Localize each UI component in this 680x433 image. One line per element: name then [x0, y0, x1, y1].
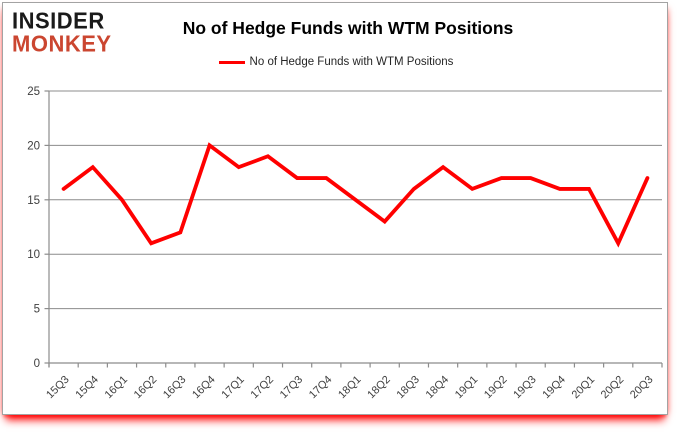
series-line-hedge-funds [61, 142, 650, 248]
insider-monkey-logo: INSIDER MONKEY [12, 7, 112, 57]
x-tick-label: 19Q1 [453, 374, 481, 402]
x-tick-label: 17Q4 [307, 374, 335, 402]
x-tick-label: 16Q2 [132, 374, 160, 402]
x-tick-label: 20Q2 [599, 374, 627, 402]
gridlines [49, 90, 662, 310]
x-tick-label: 18Q1 [336, 374, 364, 402]
y-tick-label: 25 [27, 86, 40, 98]
x-tick-label: 19Q2 [482, 374, 510, 402]
y-tick-label: 15 [27, 195, 40, 207]
x-tick-label: 18Q3 [394, 374, 422, 402]
x-axis-labels: 15Q3 15Q4 16Q1 16Q2 16Q3 16Q4 17Q1 17Q2 17Q3 17Q4… [44, 363, 663, 402]
y-tick-label: 5 [34, 304, 40, 316]
x-tick-label: 18Q4 [424, 374, 452, 402]
x-tick-label: 17Q3 [278, 374, 306, 402]
x-tick-label: 17Q1 [219, 374, 247, 402]
y-tick-label: 0 [34, 358, 40, 370]
chart-card: INSIDER MONKEY No of Hedge Funds with WT… [2, 2, 668, 415]
x-tick-label: 16Q4 [190, 374, 218, 402]
x-tick-label: 16Q3 [161, 374, 189, 402]
x-tick-label: 18Q2 [365, 374, 393, 402]
x-tick-label: 20Q1 [570, 374, 598, 402]
x-tick-label: 20Q3 [628, 374, 656, 402]
logo-text-monkey: MONKEY [12, 30, 112, 57]
legend-label: No of Hedge Funds with WTM Positions [249, 56, 454, 68]
legend-line-swatch [218, 60, 245, 64]
y-tick-label: 10 [27, 249, 40, 261]
x-tick-label: 17Q2 [249, 374, 277, 402]
logo-text-insider: INSIDER [12, 7, 105, 34]
y-axis-labels: 0 5 10 15 20 25 [27, 86, 49, 370]
chart-legend: No of Hedge Funds with WTM Positions [3, 56, 669, 68]
chart-title: No of Hedge Funds with WTM Positions [182, 18, 514, 38]
x-tick-label: 15Q4 [73, 374, 101, 402]
x-tick-label: 16Q1 [103, 374, 131, 402]
y-tick-label: 20 [27, 140, 40, 152]
axes [48, 91, 662, 368]
x-tick-label: 19Q3 [511, 374, 539, 402]
x-tick-label: 15Q3 [44, 374, 72, 402]
x-tick-label: 19Q4 [540, 374, 568, 402]
